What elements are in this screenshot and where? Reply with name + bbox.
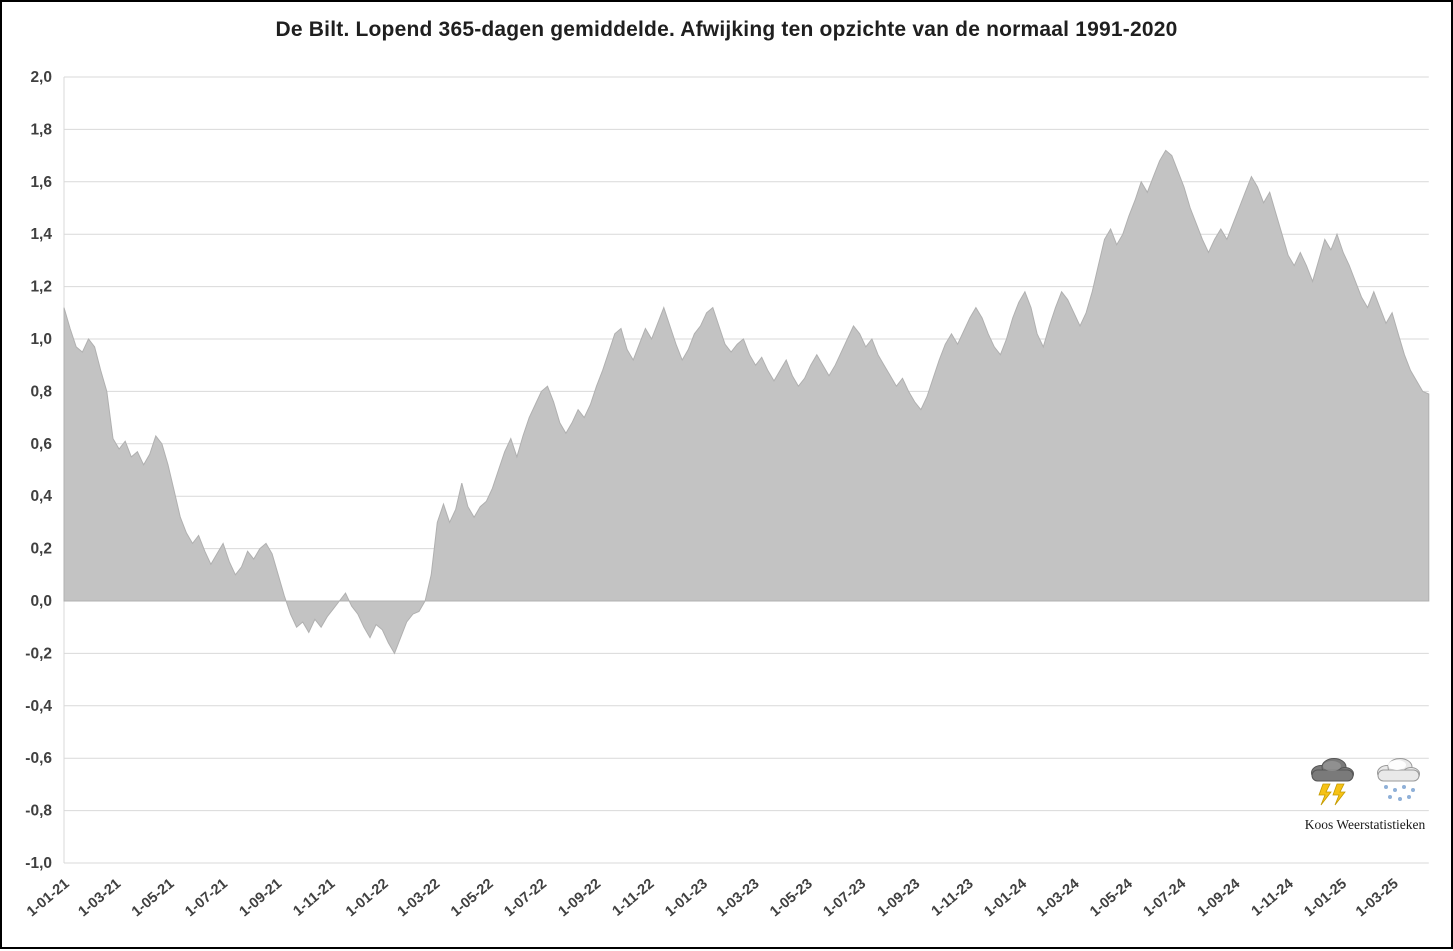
svg-text:1-01-23: 1-01-23 [662,876,711,920]
svg-text:0,2: 0,2 [30,541,52,558]
svg-text:1-11-24: 1-11-24 [1249,876,1297,920]
svg-text:1-03-25: 1-03-25 [1353,876,1402,920]
svg-text:1,0: 1,0 [30,331,52,348]
svg-text:1-05-21: 1-05-21 [129,876,178,920]
watermark-caption: Koos Weerstatistieken [1304,817,1426,832]
svg-text:1-03-23: 1-03-23 [714,876,763,920]
svg-text:1-05-24: 1-05-24 [1087,876,1136,920]
svg-text:-0,6: -0,6 [25,750,52,767]
svg-text:-0,4: -0,4 [25,698,52,715]
watermark: Koos Weerstatistieken [1290,754,1440,833]
svg-text:1,6: 1,6 [30,174,52,191]
svg-text:1-09-23: 1-09-23 [875,876,924,920]
svg-text:-0,8: -0,8 [25,803,52,820]
svg-text:0,6: 0,6 [30,436,52,453]
svg-text:0,8: 0,8 [30,383,52,400]
svg-text:1-09-24: 1-09-24 [1195,876,1244,920]
svg-text:0,4: 0,4 [30,488,52,505]
svg-text:1,4: 1,4 [30,226,52,243]
svg-text:1-05-23: 1-05-23 [767,876,816,920]
svg-text:1-07-22: 1-07-22 [501,876,550,920]
svg-text:1-11-21: 1-11-21 [290,876,338,920]
svg-text:1-07-21: 1-07-21 [182,876,231,920]
svg-text:2,0: 2,0 [30,69,52,86]
svg-text:1-07-23: 1-07-23 [820,876,869,920]
page-title: De Bilt. Lopend 365-dagen gemiddelde. Af… [275,18,1178,41]
svg-text:1-01-22: 1-01-22 [343,876,392,920]
svg-text:1-09-21: 1-09-21 [236,876,285,920]
svg-text:-0,2: -0,2 [25,645,52,662]
svg-text:1-01-24: 1-01-24 [981,876,1030,920]
svg-text:1-11-23: 1-11-23 [929,876,977,920]
svg-text:1-05-22: 1-05-22 [448,876,497,920]
svg-text:1-03-22: 1-03-22 [395,876,444,920]
svg-text:1,8: 1,8 [30,121,52,138]
svg-text:1-01-25: 1-01-25 [1301,876,1350,920]
svg-text:1-01-21: 1-01-21 [24,876,73,920]
svg-text:1,2: 1,2 [30,279,52,296]
svg-text:1-03-21: 1-03-21 [76,876,125,920]
snow-cloud-icon [1370,754,1426,815]
storm-cloud-icon [1304,754,1360,815]
svg-text:-1,0: -1,0 [25,855,52,872]
watermark-icons [1290,754,1440,815]
svg-text:1-03-24: 1-03-24 [1034,876,1083,920]
svg-text:1-11-22: 1-11-22 [610,876,658,920]
svg-text:1-07-24: 1-07-24 [1140,876,1189,920]
svg-text:1-09-22: 1-09-22 [556,876,605,920]
svg-text:0,0: 0,0 [30,593,52,610]
